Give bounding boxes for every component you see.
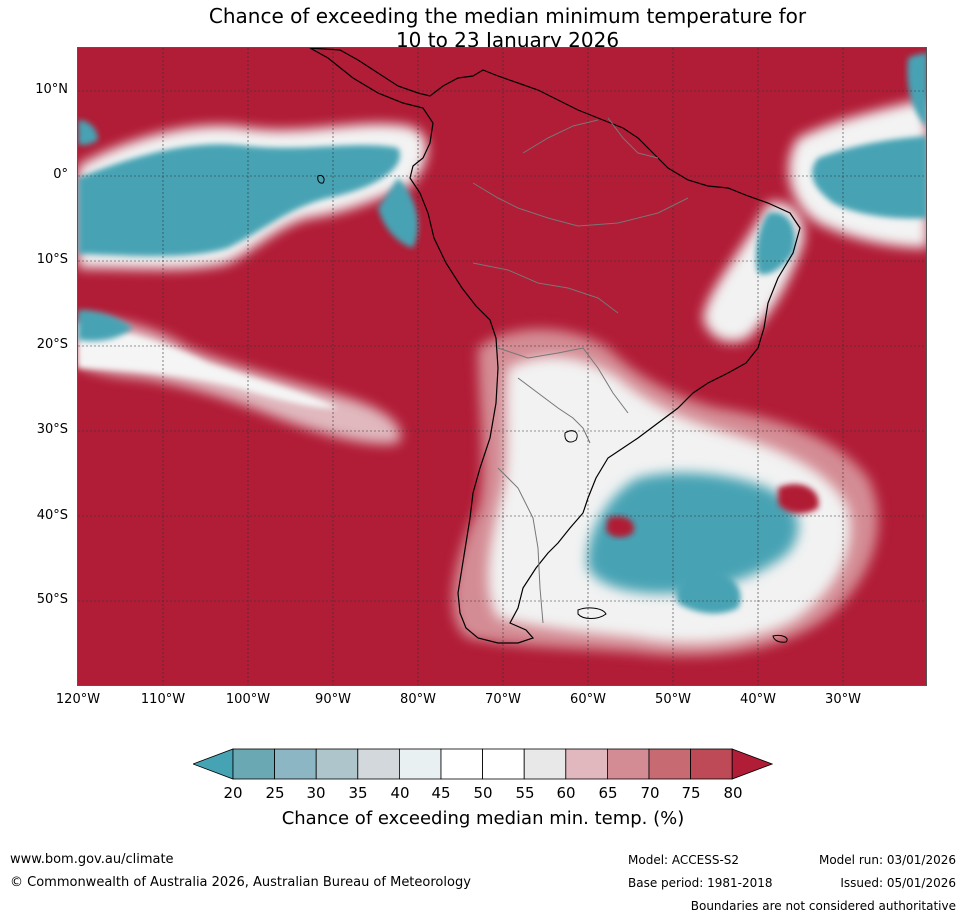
colorbar-arrow-high xyxy=(731,748,773,780)
colorbar-tick: 45 xyxy=(431,784,451,802)
colorbar-cell xyxy=(690,748,733,780)
colorbar-arrow-low xyxy=(193,748,234,780)
colorbar-cell xyxy=(398,748,442,780)
galapagos-islands xyxy=(317,175,325,184)
colorbar-tick: 80 xyxy=(723,784,743,802)
lon-label-120w: 120°W xyxy=(55,692,101,707)
lon-label-60w: 60°W xyxy=(570,692,606,707)
footer-url[interactable]: www.bom.gov.au/climate xyxy=(10,852,174,867)
lon-label-70w: 70°W xyxy=(485,692,521,707)
lake-outline xyxy=(564,430,578,443)
cool-anomaly-south xyxy=(452,329,878,656)
colorbar-cell xyxy=(315,748,359,780)
colorbar-cell xyxy=(523,748,567,780)
colorbar-cell xyxy=(648,748,691,780)
lon-label-40w: 40°W xyxy=(740,692,776,707)
colorbar-tick: 50 xyxy=(473,784,493,802)
colorbar-tick: 40 xyxy=(390,784,410,802)
colorbar-tick: 55 xyxy=(515,784,535,802)
graticule xyxy=(78,48,926,685)
lat-label-10n: 10°N xyxy=(35,82,68,97)
colorbar-tick: 30 xyxy=(306,784,326,802)
chart-title: Chance of exceeding the median minimum t… xyxy=(0,4,965,52)
title-line-1: Chance of exceeding the median minimum t… xyxy=(208,4,807,28)
coastline-south-america xyxy=(309,48,801,644)
country-borders xyxy=(472,117,689,624)
colorbar-cell xyxy=(274,748,317,780)
lon-label-50w: 50°W xyxy=(655,692,691,707)
lon-label-90w: 90°W xyxy=(315,692,351,707)
colorbar-tick: 70 xyxy=(640,784,660,802)
falkland-islands xyxy=(577,607,607,619)
colorbar xyxy=(193,748,773,780)
lon-label-80w: 80°W xyxy=(400,692,436,707)
lon-label-30w: 30°W xyxy=(825,692,861,707)
colorbar-cell xyxy=(565,748,608,780)
footer-copyright: © Commonwealth of Australia 2026, Austra… xyxy=(10,875,471,890)
lat-label-50s: 50°S xyxy=(36,592,68,607)
cool-anomaly-atlantic xyxy=(703,53,926,342)
lat-label-30s: 30°S xyxy=(36,422,68,437)
footer-model: Model: ACCESS-S2 xyxy=(628,853,740,867)
colorbar-tick: 20 xyxy=(223,784,243,802)
colorbar-cell xyxy=(482,748,525,780)
colorbar-cell xyxy=(357,748,400,780)
south-georgia-island xyxy=(772,635,788,643)
colorbar-tick: 60 xyxy=(556,784,576,802)
footer-disclaimer: Boundaries are not considered authoritat… xyxy=(690,899,956,913)
lon-label-110w: 110°W xyxy=(140,692,186,707)
lat-label-20s: 20°S xyxy=(36,337,68,352)
colorbar-label: Chance of exceeding median min. temp. (%… xyxy=(281,808,685,829)
colorbar-cell xyxy=(232,748,275,780)
map-panel[interactable] xyxy=(77,47,927,686)
colorbar-tick: 25 xyxy=(265,784,285,802)
colorbar-tick: 75 xyxy=(681,784,701,802)
lat-label-0: 0° xyxy=(53,167,68,182)
lat-label-40s: 40°S xyxy=(36,508,68,523)
colorbar-cell xyxy=(440,748,483,780)
lat-label-10s: 10°S xyxy=(36,252,68,267)
map-canvas xyxy=(78,48,926,685)
colorbar-tick: 65 xyxy=(598,784,618,802)
colorbar-cell xyxy=(606,748,650,780)
cool-anomaly-pacific xyxy=(78,120,427,444)
footer-issued: Issued: 05/01/2026 xyxy=(840,876,956,890)
footer-model-run: Model run: 03/01/2026 xyxy=(818,853,956,867)
lon-label-100w: 100°W xyxy=(225,692,271,707)
colorbar-tick: 35 xyxy=(348,784,368,802)
footer-base-period: Base period: 1981-2018 xyxy=(628,876,773,890)
